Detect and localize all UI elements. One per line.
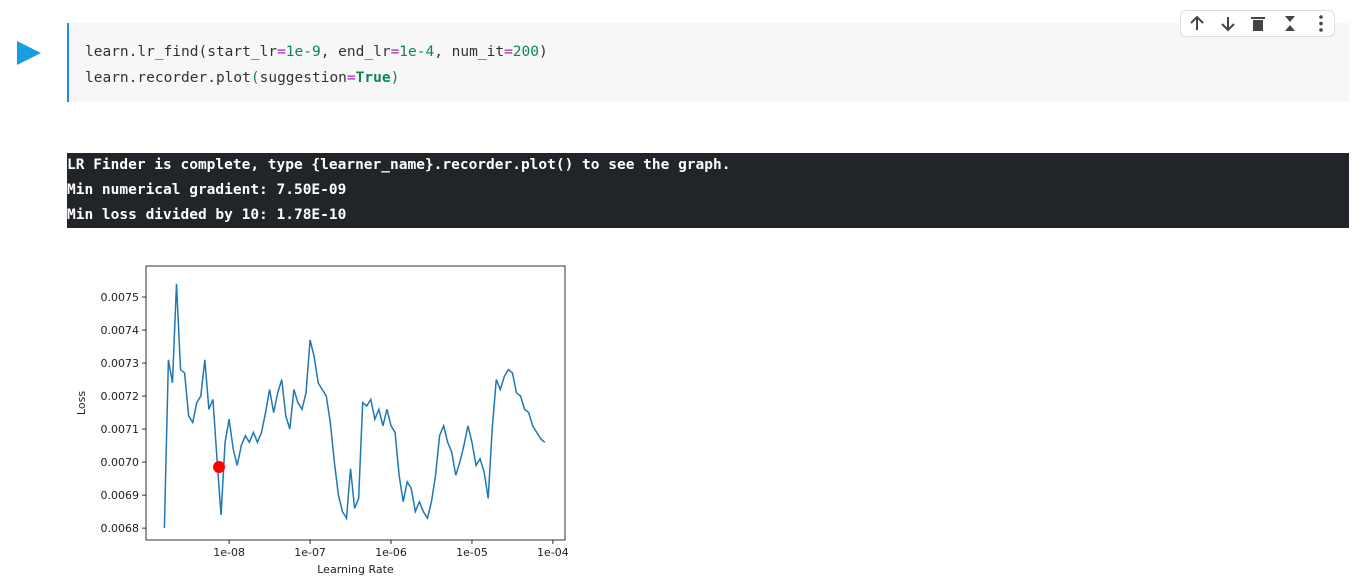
code-token: learn.recorder.plot [85,70,251,86]
code-token: 200 [512,44,539,60]
move-down[interactable] [1221,17,1235,32]
run-button[interactable] [14,38,44,68]
plot-frame [145,265,566,541]
collapse[interactable] [1285,16,1295,31]
x-tick-label: 1e-08 [213,546,245,559]
x-tick-label: 1e-07 [294,546,326,559]
y-tick-label: 0.0072 [101,390,140,403]
output-text: LR Finder is complete, type {learner_nam… [67,153,1349,228]
delete[interactable] [1251,17,1265,31]
code-token: ( [250,70,260,86]
y-tick-label: 0.0069 [101,489,140,502]
code-token: = [390,44,400,60]
suggestion-point [213,461,226,474]
code-line: learn.lr_find(start_lr=1e-9, end_lr=1e-4… [85,39,1349,65]
y-tick-label: 0.0070 [101,456,140,469]
x-axis-label: Learning Rate [317,563,394,576]
code-token: 1e-9 [285,44,321,60]
code-token: = [277,44,286,60]
toolbar-icons [1190,15,1323,32]
x-tick-label: 1e-05 [456,546,488,559]
code-token: ) [390,70,400,86]
x-tick-label: 1e-06 [375,546,407,559]
y-axis-label: Loss [75,391,88,415]
chart: 0.0068 0.0069 0.0070 0.0071 0.0072 0.0073 0.00… [75,265,569,576]
code-token: , num_it [434,44,505,60]
y-tick-label: 0.0074 [101,324,140,337]
code-token: True [355,70,391,86]
code-line: learn.recorder.plot(suggestion=True) [85,65,1349,91]
loss-line [163,283,546,529]
code-token: suggestion [259,70,347,86]
code-cell[interactable]: learn.lr_find(start_lr=1e-9, end_lr=1e-4… [67,23,1349,102]
output-line: Min loss divided by 10: 1.78E-10 [67,207,347,223]
y-tick-label: 0.0068 [101,522,140,535]
code-token: ) [539,44,548,60]
code-token: = [346,70,356,86]
output-line: Min numerical gradient: 7.50E-09 [67,182,347,198]
code-token: = [504,44,513,60]
output-line: LR Finder is complete, type {learner_nam… [67,157,731,173]
move-up[interactable] [1190,15,1204,30]
code-token: learn.lr_find(start_lr [85,44,278,60]
y-tick-label: 0.0073 [101,357,140,370]
x-tick-label: 1e-04 [537,546,569,559]
code-token: , end_lr [320,44,391,60]
more[interactable] [1319,15,1323,32]
cell-toolbar [1180,10,1335,37]
y-tick-label: 0.0071 [101,423,140,436]
code-token: 1e-4 [399,44,435,60]
y-tick-label: 0.0075 [101,291,140,304]
